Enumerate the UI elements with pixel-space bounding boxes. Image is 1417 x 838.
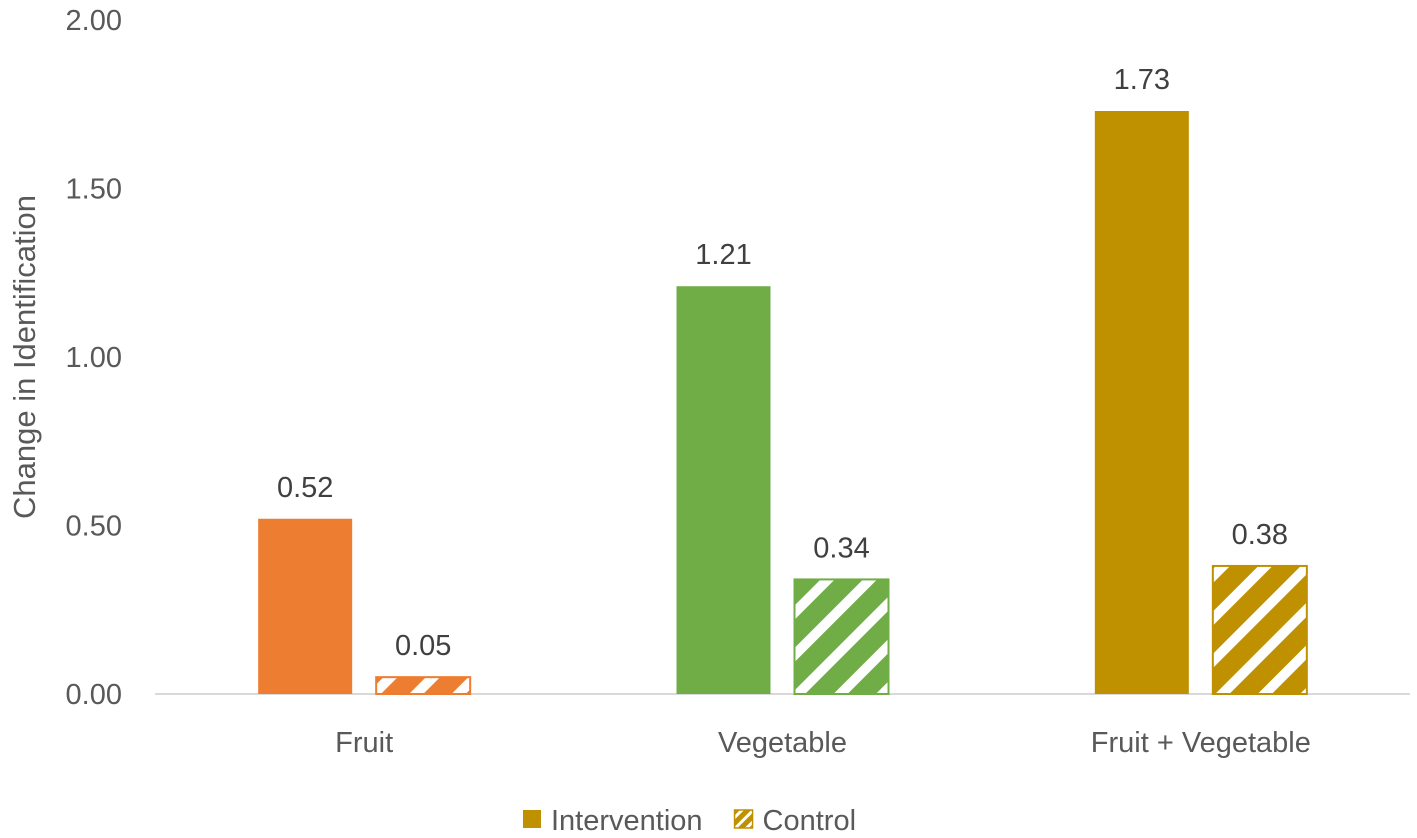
data-labels: 0.52 0.05 1.21 0.34 1.73 0.38 [277, 64, 1288, 662]
y-tick-label: 0.50 [66, 511, 122, 543]
data-label: 1.73 [1114, 64, 1170, 96]
y-tick-label: 0.00 [66, 679, 122, 711]
y-tick-label: 2.00 [66, 5, 122, 37]
legend-label-intervention: Intervention [551, 805, 703, 837]
bars [258, 110, 1308, 696]
category-label: Vegetable [718, 727, 847, 759]
data-label: 0.52 [277, 472, 333, 504]
bar-intervention-3 [1094, 110, 1189, 695]
bar-control-2 [793, 578, 890, 695]
category-labels: Fruit Vegetable Fruit + Vegetable [335, 727, 1311, 759]
legend-swatch-control [733, 809, 754, 829]
legend: Intervention Control [523, 805, 856, 837]
y-axis-title: Change in Identification [7, 195, 42, 519]
data-label: 1.21 [695, 239, 751, 271]
y-tick-label: 1.00 [66, 342, 122, 374]
data-label: 0.38 [1232, 519, 1288, 551]
bar-intervention-1 [258, 518, 353, 694]
legend-swatch-intervention [523, 810, 541, 828]
bar-control-1 [375, 676, 472, 696]
y-axis-ticks: 0.00 0.50 1.00 1.50 2.00 [66, 5, 122, 711]
data-label: 0.05 [395, 630, 451, 662]
category-label: Fruit [335, 727, 393, 759]
data-label: 0.34 [813, 532, 869, 564]
y-tick-label: 1.50 [66, 174, 122, 206]
legend-label-control: Control [763, 805, 857, 837]
bar-intervention-2 [676, 286, 771, 694]
bar-control-3 [1211, 564, 1308, 695]
category-label: Fruit + Vegetable [1091, 727, 1311, 759]
